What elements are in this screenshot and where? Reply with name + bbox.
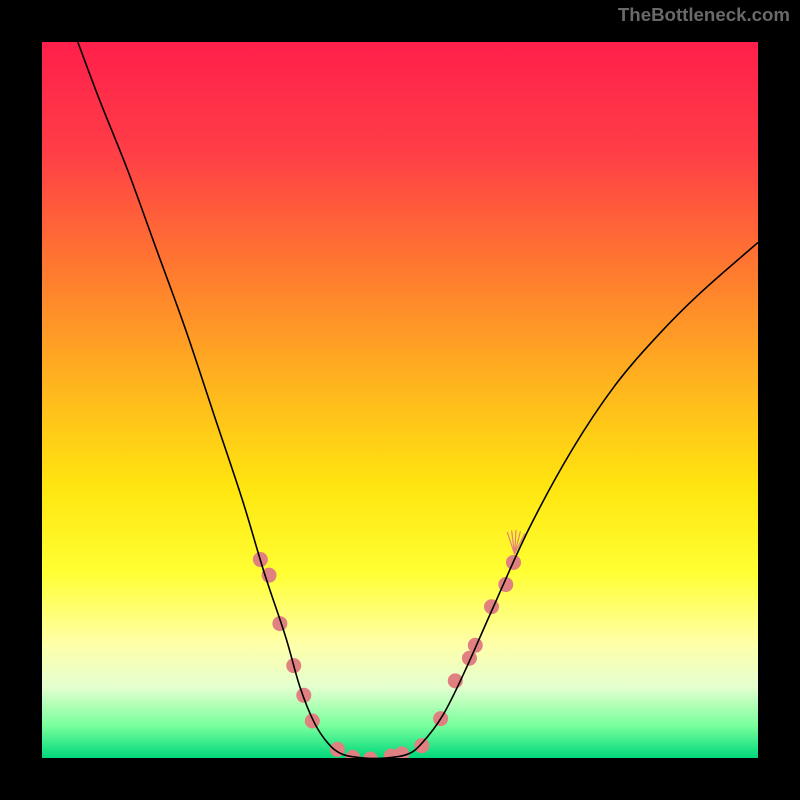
bottleneck-curve (78, 42, 758, 758)
curve-marker (363, 752, 378, 758)
watermark-text: TheBottleneck.com (618, 4, 790, 26)
marker-group (253, 552, 521, 758)
curve-marker (468, 638, 483, 653)
curve-marker (305, 714, 320, 729)
curve-marker (414, 738, 429, 753)
curve-marker (296, 688, 311, 703)
curve-layer (42, 42, 758, 758)
chart-frame: TheBottleneck.com (0, 0, 800, 800)
plot-area (42, 42, 758, 758)
curve-marker (462, 651, 477, 666)
